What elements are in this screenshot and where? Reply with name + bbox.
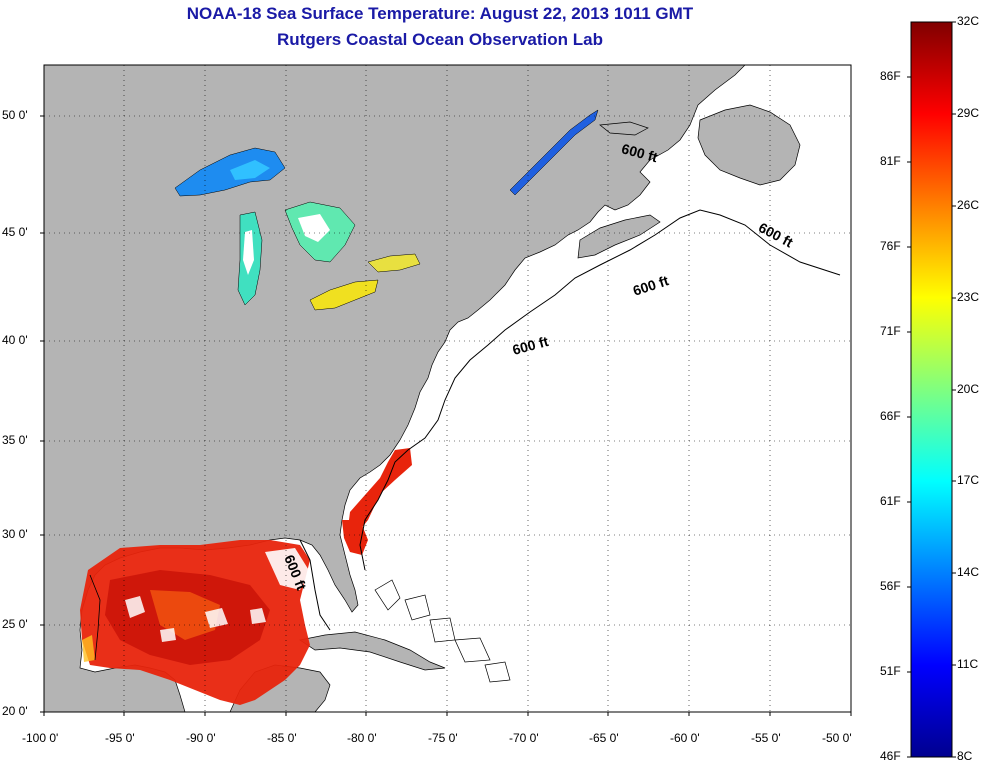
lat-tick-label: 25 0' (2, 617, 28, 631)
lat-tick-label: 40 0' (2, 333, 28, 347)
colorbar-label-c: 29C (957, 106, 980, 120)
lon-tick-label: -100 0' (22, 731, 59, 745)
land-newfoundland (697, 104, 801, 186)
colorbar-label-c: 23C (957, 290, 980, 304)
contour-600ft (359, 209, 841, 571)
lat-tick-label: 30 0' (2, 527, 28, 541)
sst-gulf-of-mexico (80, 540, 310, 705)
colorbar-label-c: 26C (957, 198, 980, 212)
lake-superior (174, 147, 286, 197)
colorbar-label-c: 17C (957, 473, 980, 487)
colorbar-label-c: 8C (957, 749, 973, 763)
colorbar-label-c: 14C (957, 565, 980, 579)
colorbar-label-f: 66F (880, 409, 901, 423)
lon-tick-label: -70 0' (509, 731, 539, 745)
lake-ontario (367, 253, 421, 273)
colorbar-label-c: 32C (957, 14, 980, 28)
lon-tick-label: -60 0' (670, 731, 700, 745)
lon-tick-label: -65 0' (589, 731, 619, 745)
lon-tick-label: -85 0' (267, 731, 297, 745)
map-title: NOAA-18 Sea Surface Temperature: August … (186, 4, 694, 23)
lon-tick-label: -95 0' (105, 731, 135, 745)
lon-tick-label: -90 0' (186, 731, 216, 745)
colorbar-label-c: 11C (957, 657, 979, 671)
lon-tick-label: -75 0' (428, 731, 458, 745)
colorbar-label-f: 86F (880, 69, 901, 83)
sst-southeast-coast (342, 448, 412, 555)
colorbar-ticks (907, 21, 956, 758)
lat-tick-label: 35 0' (2, 433, 28, 447)
colorbar-label-f: 56F (880, 579, 901, 593)
colorbar (910, 21, 953, 758)
colorbar-label-f: 46F (880, 749, 901, 763)
colorbar-label-f: 76F (880, 239, 901, 253)
lat-tick-label: 45 0' (2, 225, 28, 239)
colorbar-label-c: 20C (957, 382, 980, 396)
land-nova-scotia (577, 214, 661, 259)
sst-great-lakes (174, 109, 599, 311)
st-lawrence (509, 109, 599, 196)
colorbar-label-f: 61F (880, 494, 901, 508)
colorbar-label-f: 71F (880, 324, 901, 338)
map-subtitle: Rutgers Coastal Ocean Observation Lab (277, 30, 603, 49)
colorbar-label-f: 81F (880, 154, 901, 168)
lon-tick-label: -55 0' (751, 731, 781, 745)
lat-tick-label: 50 0' (2, 108, 28, 122)
colorbar-label-f: 51F (880, 664, 901, 678)
bahamas-banks (374, 579, 511, 683)
axis-ticks (40, 115, 852, 716)
lon-tick-label: -50 0' (822, 731, 852, 745)
land-anticosti (599, 121, 649, 136)
lat-tick-label: 20 0' (2, 704, 28, 718)
lon-tick-label: -80 0' (347, 731, 377, 745)
lake-erie (309, 279, 379, 311)
land-cuba (299, 631, 446, 671)
